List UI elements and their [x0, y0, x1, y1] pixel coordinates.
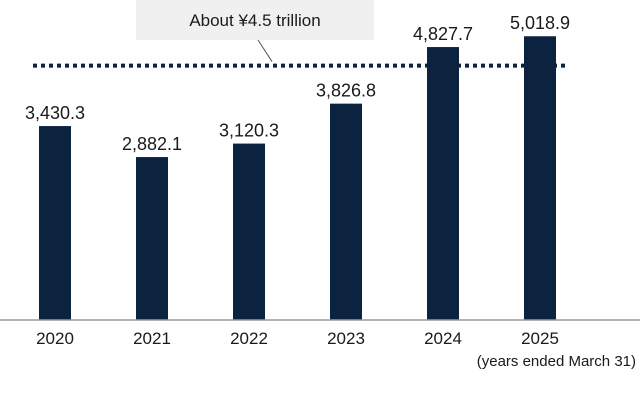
bar-2024	[427, 47, 459, 320]
value-label-2025: 5,018.9	[510, 13, 570, 33]
bar-2025	[524, 36, 556, 320]
callout-pointer	[257, 39, 273, 62]
x-axis-note: (years ended March 31)	[477, 353, 636, 370]
bar-2021	[136, 157, 168, 320]
tick-label-2022: 2022	[230, 329, 268, 348]
value-label-2020: 3,430.3	[25, 103, 85, 123]
bar-2022	[233, 143, 265, 320]
value-labels-group: 3,430.3 2,882.1 3,120.3 3,826.8 4,827.7 5,018…	[25, 13, 570, 154]
value-label-2022: 3,120.3	[219, 121, 279, 141]
value-label-2024: 4,827.7	[413, 24, 473, 44]
tick-label-2021: 2021	[133, 329, 171, 348]
bar-2023	[330, 103, 362, 320]
value-label-2023: 3,826.8	[316, 81, 376, 101]
value-label-2021: 2,882.1	[122, 134, 182, 154]
tick-label-2025: 2025	[521, 329, 559, 348]
tick-label-2023: 2023	[327, 329, 365, 348]
bar-2020	[39, 126, 71, 320]
reference-callout: About ¥4.5 trillion	[136, 0, 374, 62]
callout-box	[136, 0, 374, 40]
callout-label: About ¥4.5 trillion	[189, 11, 320, 30]
bars-group	[39, 36, 556, 320]
tick-label-2020: 2020	[36, 329, 74, 348]
tick-label-2024: 2024	[424, 329, 462, 348]
tick-labels-group: 2020 2021 2022 2023 2024 2025	[36, 329, 559, 348]
